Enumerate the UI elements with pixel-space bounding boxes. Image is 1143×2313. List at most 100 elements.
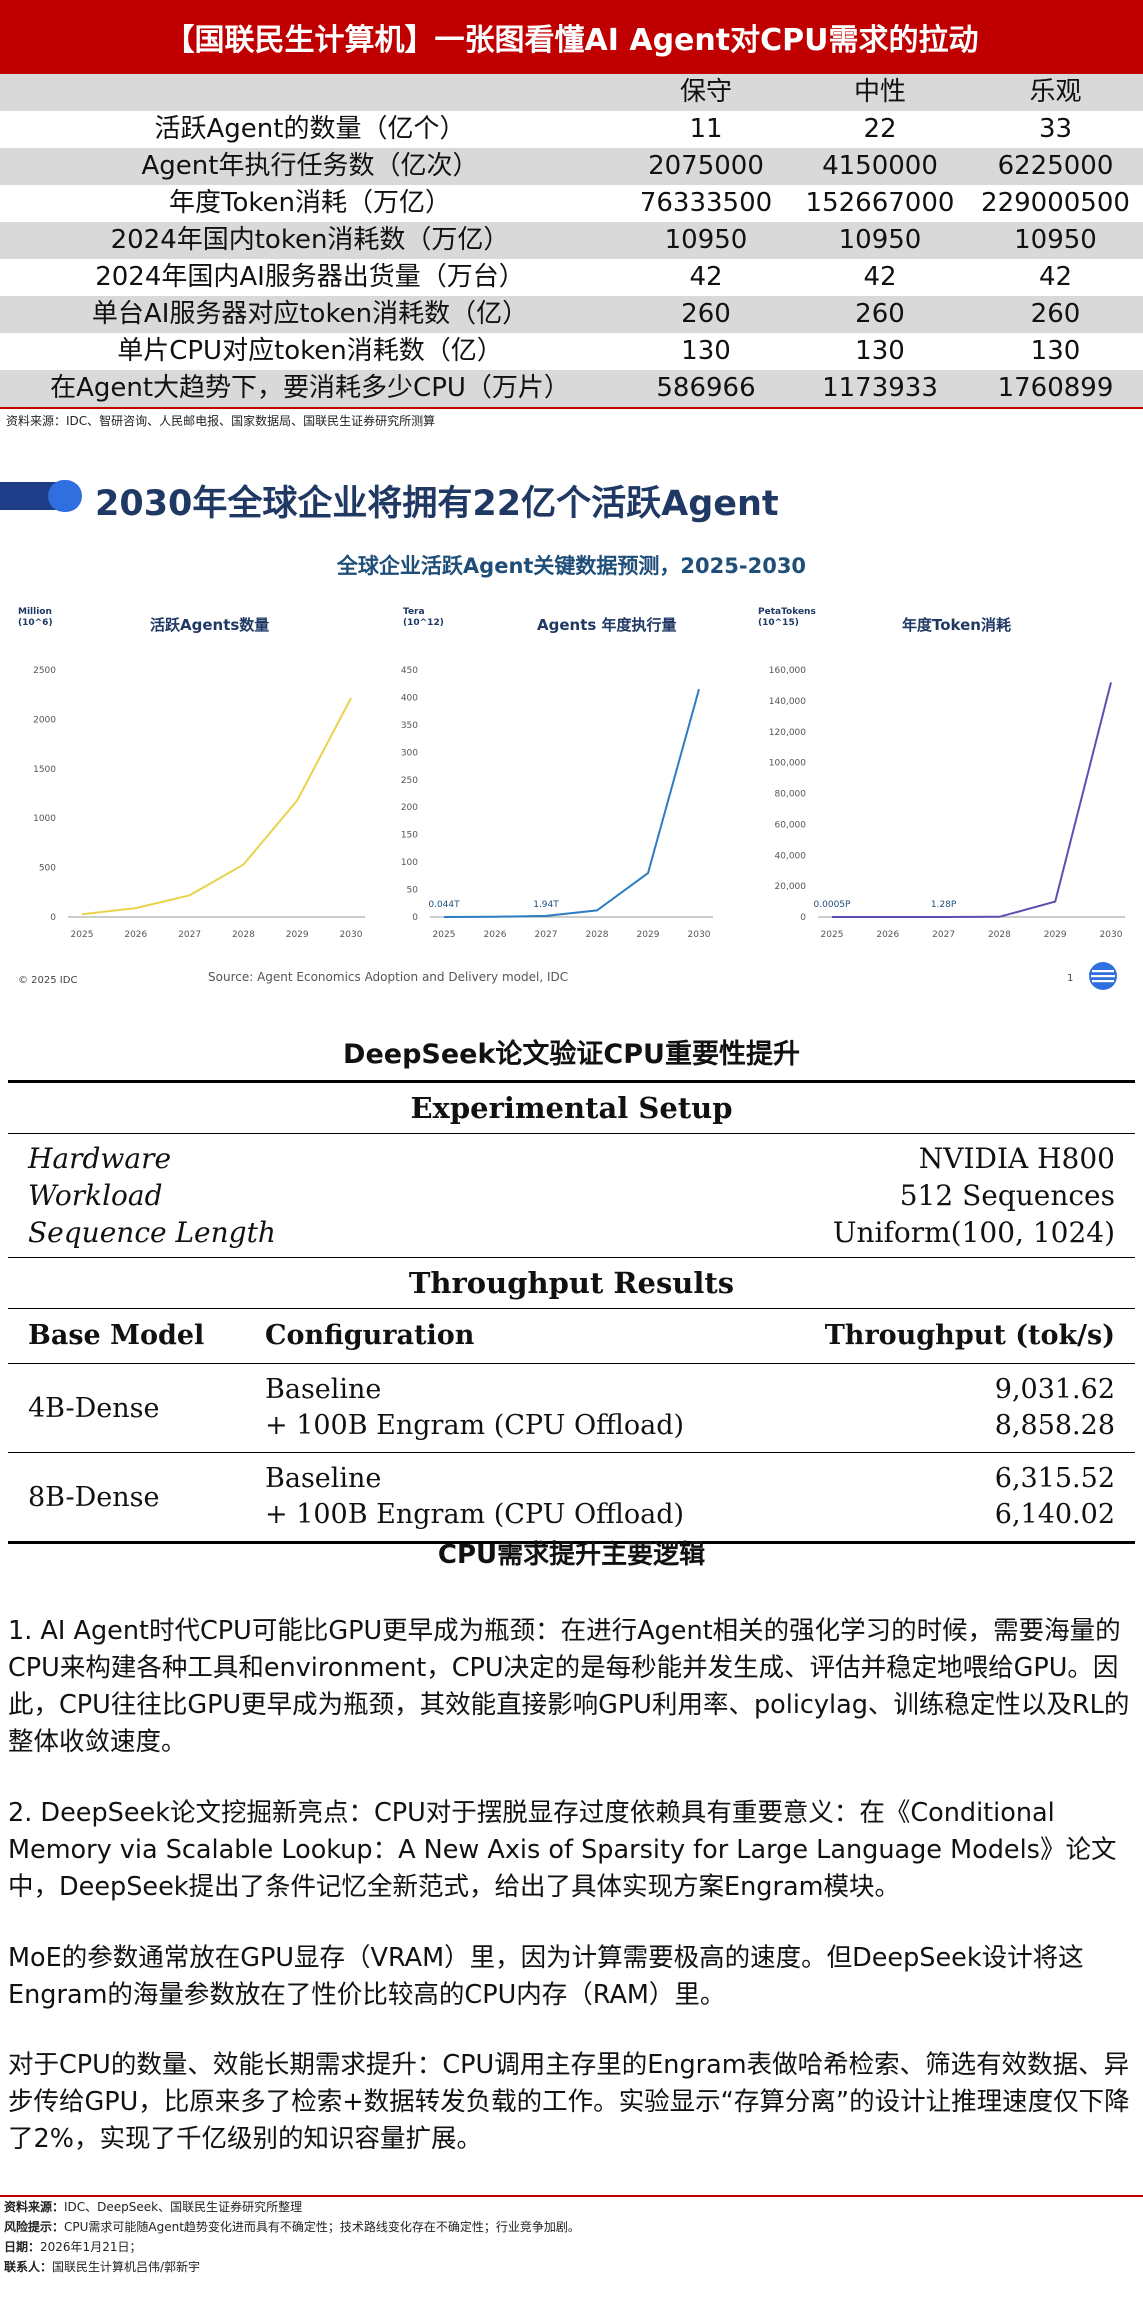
- logic-title: CPU需求提升主要逻辑: [437, 1540, 706, 1570]
- y-tick-label: 120,000: [769, 728, 806, 738]
- deepseek-section: DeepSeek论文验证CPU重要性提升 Experimental Setup …: [0, 1030, 1143, 1544]
- series-line: [81, 697, 352, 916]
- row-label: 单片CPU对应token消耗数（亿）: [0, 333, 620, 370]
- column-header: 乐观: [968, 74, 1143, 111]
- setup-value: Uniform(100, 1024): [832, 1216, 1115, 1249]
- footer-contact: 联系人：国联民生计算机吕伟/郭新宇: [4, 2260, 201, 2274]
- forecast-section: 【国联民生计算机】一张图看懂AI Agent对CPU需求的拉动 保守 中性 乐观…: [0, 0, 1143, 431]
- cell-value: 260: [792, 296, 968, 333]
- cell-value: 11: [620, 111, 792, 148]
- footer-date: 日期：2026年1月21日；: [4, 2240, 142, 2254]
- footer-risk: 风险提示：CPU需求可能随Agent趋势变化进而具有不确定性；技术路线变化存在不…: [4, 2220, 580, 2234]
- y-tick-label: 1500: [33, 765, 56, 775]
- cell-value: 260: [620, 296, 792, 333]
- cell-value: 10950: [968, 222, 1143, 259]
- chart-unit-label: (10^12): [403, 618, 444, 628]
- setup-heading: Experimental Setup: [410, 1091, 733, 1125]
- y-tick-label: 300: [401, 748, 418, 758]
- chart-title: Agents 年度执行量: [537, 616, 677, 634]
- y-tick-label: 2000: [33, 715, 56, 725]
- x-tick-label: 2027: [932, 930, 955, 940]
- y-tick-label: 50: [407, 886, 419, 896]
- cell-value: 1173933: [792, 370, 968, 407]
- series-line: [832, 682, 1112, 918]
- cell-value: 130: [792, 333, 968, 370]
- x-tick-label: 2028: [988, 930, 1011, 940]
- setup-key: Hardware: [28, 1142, 172, 1175]
- x-tick-label: 2025: [71, 930, 94, 940]
- title-accent-dot: [48, 480, 82, 512]
- data-label: 1.94T: [533, 900, 559, 910]
- rule: [8, 1133, 1135, 1134]
- x-tick-label: 2028: [232, 930, 255, 940]
- column-header: Configuration: [265, 1320, 475, 1351]
- logic-section: CPU需求提升主要逻辑 1. AI Agent时代CPU可能比GPU更早成为瓶颈…: [0, 1535, 1143, 2154]
- chart-unit-label: (10^15): [758, 618, 799, 628]
- idc-slide: 2030年全球企业将拥有22亿个活跃Agent 全球企业活跃Agent关键数据预…: [0, 440, 1143, 1005]
- table-row: 在Agent大趋势下，要消耗多少CPU（万片） 586966 1173933 1…: [0, 370, 1143, 407]
- rule: [8, 1080, 1135, 1083]
- model-name: 8B-Dense: [28, 1481, 160, 1513]
- table-row: 2024年国内token消耗数（万亿） 10950 10950 10950: [0, 222, 1143, 259]
- cell-value: 42: [620, 259, 792, 296]
- slide-subtitle: 全球企业活跃Agent关键数据预测，2025-2030: [336, 554, 807, 578]
- cell-value: 10950: [792, 222, 968, 259]
- config-label: + 100B Engram (CPU Offload): [265, 1410, 685, 1441]
- y-tick-label: 400: [401, 693, 418, 703]
- chart-token-consumption: PetaTokens(10^15) 年度Token消耗 0 20,000 40,000 6…: [758, 607, 1125, 940]
- setup-key: Sequence Length: [28, 1216, 276, 1249]
- chart-title: 活跃Agents数量: [150, 616, 269, 634]
- chart-active-agents: Million(10^6) 活跃Agents数量 0 500 1000 1500 2000 2…: [18, 607, 365, 940]
- x-tick-label: 2029: [637, 930, 660, 940]
- table-row: 单台AI服务器对应token消耗数（亿） 260 260 260: [0, 296, 1143, 333]
- y-tick-label: 0: [412, 913, 418, 923]
- cell-value: 152667000: [792, 185, 968, 222]
- idc-logo-icon: [1089, 962, 1117, 990]
- y-tick-label: 80,000: [775, 790, 807, 800]
- table-row: 8B-Dense Baseline + 100B Engram (CPU Off…: [0, 1453, 1143, 1541]
- cell-value: 130: [620, 333, 792, 370]
- model-name: 4B-Dense: [28, 1392, 160, 1424]
- data-label: 0.044T: [428, 900, 460, 910]
- row-label: 年度Token消耗（万亿）: [0, 185, 620, 222]
- y-tick-label: 100,000: [769, 759, 806, 769]
- cell-value: 1760899: [968, 370, 1143, 407]
- cell-value: 33: [968, 111, 1143, 148]
- x-tick-label: 2028: [586, 930, 609, 940]
- table-row: Agent年执行任务数（亿次） 2075000 4150000 6225000: [0, 148, 1143, 185]
- row-label: 在Agent大趋势下，要消耗多少CPU（万片）: [0, 370, 620, 407]
- divider: [0, 2195, 1143, 2197]
- y-tick-label: 2500: [33, 666, 56, 676]
- table-row: 活跃Agent的数量（亿个） 11 22 33: [0, 111, 1143, 148]
- x-tick-label: 2027: [178, 930, 201, 940]
- table-row: 单片CPU对应token消耗数（亿） 130 130 130: [0, 333, 1143, 370]
- setup-row: Workload 512 Sequences: [0, 1177, 1143, 1214]
- divider: [0, 407, 1143, 409]
- y-tick-label: 200: [401, 803, 418, 813]
- row-label: 2024年国内token消耗数（万亿）: [0, 222, 620, 259]
- paragraph: 1. AI Agent时代CPU可能比GPU更早成为瓶颈：在进行Agent相关的…: [8, 1616, 1130, 1757]
- cell-value: 260: [968, 296, 1143, 333]
- x-tick-label: 2030: [1100, 930, 1123, 940]
- row-label: Agent年执行任务数（亿次）: [0, 148, 620, 185]
- y-tick-label: 160,000: [769, 666, 806, 676]
- x-tick-label: 2027: [535, 930, 558, 940]
- chart-unit-label: (10^6): [18, 618, 53, 628]
- x-tick-label: 2030: [688, 930, 711, 940]
- paragraph: 2. DeepSeek论文挖掘新亮点：CPU对于摆脱显存过度依赖具有重要意义：在…: [8, 1798, 1117, 1902]
- x-tick-label: 2030: [340, 930, 363, 940]
- column-header: Throughput (tok/s): [824, 1320, 1115, 1351]
- cpu-demand-table: 保守 中性 乐观 活跃Agent的数量（亿个） 11 22 33 Agent年执…: [0, 74, 1143, 407]
- table-row: 4B-Dense Baseline + 100B Engram (CPU Off…: [0, 1364, 1143, 1452]
- y-tick-label: 0: [800, 913, 806, 923]
- cell-value: 22: [792, 111, 968, 148]
- deepseek-title: DeepSeek论文验证CPU重要性提升: [343, 1039, 800, 1070]
- data-label: 0.0005P: [814, 900, 851, 910]
- column-header: [0, 74, 620, 111]
- column-header: 保守: [620, 74, 792, 111]
- y-tick-label: 20,000: [775, 882, 807, 892]
- setup-key: Workload: [28, 1179, 163, 1212]
- throughput-value: 6,315.52: [994, 1463, 1115, 1494]
- source-note: 资料来源：IDC、智研咨询、人民邮电报、国家数据局、国联民生证券研究所测算: [6, 414, 436, 428]
- slide-source: Source: Agent Economics Adoption and Del…: [208, 970, 569, 984]
